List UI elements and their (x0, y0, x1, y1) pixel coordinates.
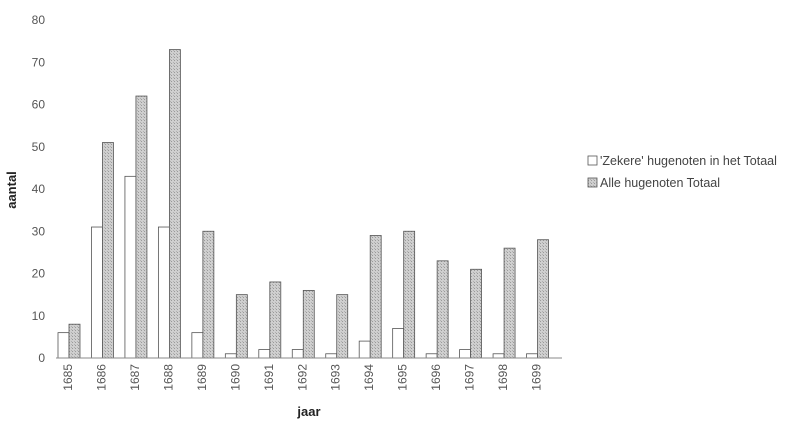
bar-alle (470, 268, 483, 359)
bar-zekere (124, 175, 137, 359)
bar-alle (168, 49, 181, 359)
x-axis-title: jaar (296, 404, 320, 419)
x-tick-label: 1695 (396, 364, 410, 391)
bar-zekere (459, 349, 472, 359)
x-tick-label: 1689 (195, 364, 209, 391)
y-tick-label: 10 (32, 309, 46, 323)
bar-alle (537, 239, 549, 359)
bar-zekere (157, 226, 170, 359)
bar-zekere (258, 349, 271, 359)
y-tick-label: 20 (32, 267, 46, 281)
bar-zekere (291, 349, 304, 359)
bar-zekere (425, 353, 438, 359)
y-tick-label: 70 (32, 55, 46, 69)
x-tick-label: 1685 (61, 364, 75, 391)
x-tick-label: 1690 (228, 364, 242, 391)
y-tick-label: 0 (38, 351, 45, 365)
bar-alle (68, 323, 81, 359)
x-tick-label: 1688 (161, 364, 175, 391)
x-tick-label: 1694 (362, 364, 376, 391)
bar-zekere (392, 328, 405, 359)
bar-alle (336, 294, 349, 359)
bar-alle (269, 281, 282, 359)
bar-zekere (325, 353, 338, 359)
bar-alle (235, 294, 248, 359)
bar-zekere (358, 340, 371, 359)
x-tick-label: 1697 (463, 364, 477, 391)
legend: 'Zekere' hugenoten in het Totaal Alle hug… (587, 154, 777, 190)
y-tick-label: 40 (32, 182, 46, 196)
bar-zekere (57, 332, 70, 359)
bar-zekere (224, 353, 237, 359)
bar-zekere (492, 353, 505, 359)
bar-zekere (191, 332, 204, 359)
y-tick-label: 80 (32, 13, 46, 27)
y-tick-label: 30 (32, 224, 46, 238)
x-tick-label: 1698 (496, 364, 510, 391)
bar-alle (403, 230, 416, 359)
bar-alle (436, 260, 449, 359)
x-tick-label: 1686 (94, 364, 108, 391)
bar-alle (503, 247, 516, 359)
x-tick-label: 1692 (295, 364, 309, 391)
bar-zekere (526, 353, 538, 359)
bars-group (57, 49, 549, 359)
bar-alle (302, 289, 315, 359)
bar-alle (369, 235, 382, 359)
x-axis-ticks: 1685 1686 1687 1688 1689 1690 1691 1692 1693 1694… (61, 364, 544, 391)
x-tick-label: 1699 (530, 364, 544, 391)
legend-swatch-zekere (587, 155, 598, 166)
legend-label-zekere: 'Zekere' hugenoten in het Totaal (600, 154, 777, 168)
legend-label-alle: Alle hugenoten Totaal (600, 176, 720, 190)
bar-alle (135, 95, 148, 359)
x-tick-label: 1693 (329, 364, 343, 391)
legend-swatch-alle (587, 177, 598, 188)
y-axis-title: aantal (4, 171, 19, 209)
x-tick-label: 1691 (262, 364, 276, 391)
y-tick-label: 60 (32, 98, 46, 112)
bar-zekere (91, 226, 103, 359)
bar-alle (102, 142, 114, 359)
bar-alle (202, 230, 215, 359)
y-tick-label: 50 (32, 140, 46, 154)
y-axis-ticks: 0 10 20 30 40 50 60 70 80 (32, 13, 46, 365)
x-tick-label: 1687 (128, 364, 142, 391)
x-tick-label: 1696 (429, 364, 443, 391)
